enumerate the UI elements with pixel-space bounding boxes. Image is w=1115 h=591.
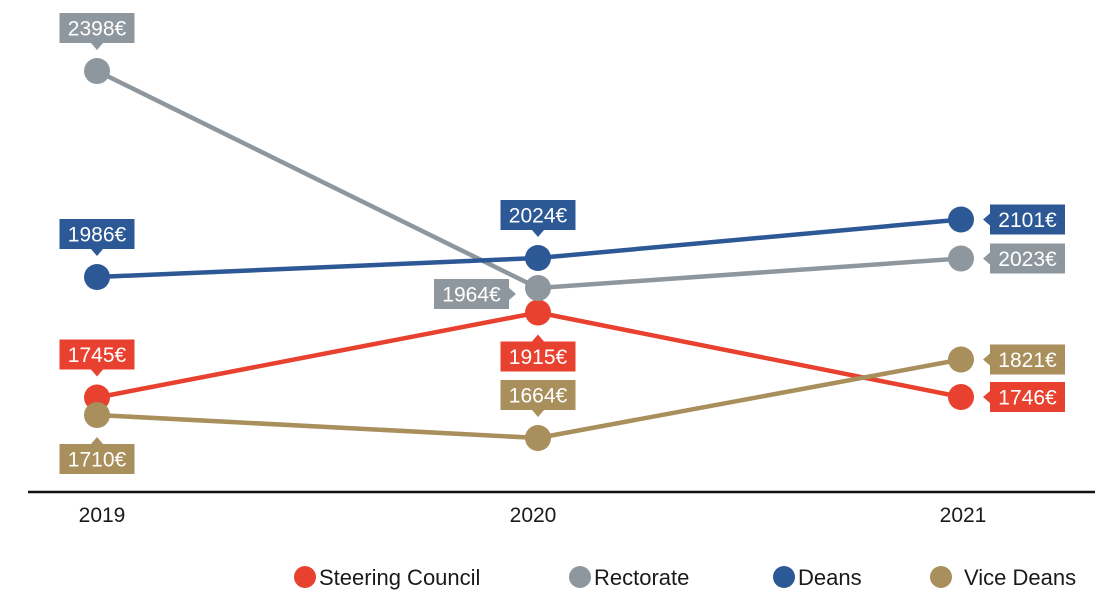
legend-item-deans[interactable]: Deans bbox=[773, 565, 862, 590]
data-label-pointer bbox=[983, 353, 990, 366]
data-point-vice-deans-2020[interactable] bbox=[525, 425, 551, 451]
data-label-box bbox=[434, 279, 509, 309]
data-label-text: 2398€ bbox=[68, 18, 127, 41]
data-label-pointer bbox=[91, 43, 103, 50]
data-label-text: 2023€ bbox=[998, 248, 1057, 271]
data-label-text: 1821€ bbox=[998, 349, 1057, 372]
legend: Steering Council Rectorate Deans Vice Deans bbox=[294, 565, 1076, 590]
data-point-rectorate-2021[interactable] bbox=[948, 245, 974, 272]
data-label-text: 1710€ bbox=[68, 449, 127, 472]
data-point-steering-council-2020[interactable] bbox=[525, 299, 551, 326]
data-label-steering-council-2021: 1746€ bbox=[983, 382, 1065, 412]
legend-marker-deans bbox=[773, 566, 795, 588]
legend-item-steering-council[interactable]: Steering Council bbox=[294, 565, 480, 590]
data-label-box bbox=[59, 13, 135, 43]
legend-label-deans: Deans bbox=[798, 565, 862, 590]
data-point-deans-2021[interactable] bbox=[948, 206, 974, 233]
data-point-deans-2020[interactable] bbox=[525, 245, 551, 271]
data-label-rectorate-2021: 2023€ bbox=[983, 243, 1065, 274]
data-label-box bbox=[990, 243, 1065, 274]
data-label-steering-council-2020: 1915€ bbox=[500, 334, 576, 372]
data-label-vice-deans-2021: 1821€ bbox=[983, 344, 1065, 375]
data-label-pointer bbox=[91, 437, 103, 444]
x-tick-label-2019: 2019 bbox=[79, 504, 126, 527]
x-tick-label-2020: 2020 bbox=[510, 504, 557, 527]
legend-label-vice-deans: Vice Deans bbox=[964, 565, 1076, 590]
data-label-text: 1746€ bbox=[998, 387, 1057, 410]
data-label-pointer bbox=[509, 288, 516, 300]
legend-marker-vice-deans bbox=[930, 566, 952, 588]
data-label-text: 2101€ bbox=[998, 209, 1057, 232]
data-label-text: 1986€ bbox=[68, 224, 127, 247]
data-label-box bbox=[59, 339, 135, 370]
data-label-pointer bbox=[91, 369, 103, 377]
data-label-deans-2019: 1986€ bbox=[59, 219, 135, 256]
data-label-pointer bbox=[983, 213, 990, 226]
x-tick-label-2021: 2021 bbox=[940, 504, 987, 527]
data-label-pointer bbox=[532, 334, 544, 342]
data-label-text: 1915€ bbox=[509, 346, 568, 369]
data-label-box bbox=[990, 382, 1065, 412]
data-point-steering-council-2021[interactable] bbox=[948, 384, 974, 410]
data-point-vice-deans-2019[interactable] bbox=[84, 402, 110, 428]
data-label-pointer bbox=[91, 249, 103, 256]
series-points bbox=[84, 58, 974, 451]
data-label-pointer bbox=[532, 230, 544, 237]
data-point-deans-2019[interactable] bbox=[84, 264, 110, 290]
data-label-box bbox=[990, 344, 1065, 375]
data-labels: 1745€ 1915€ 1746€ 2398€ 1964€ 2023€ 1986€ 2024€… bbox=[59, 13, 1065, 474]
legend-marker-steering-council bbox=[294, 566, 316, 588]
data-label-pointer bbox=[983, 252, 990, 265]
data-label-deans-2020: 2024€ bbox=[500, 200, 576, 237]
data-label-text: 1745€ bbox=[68, 344, 127, 367]
data-label-rectorate-2020: 1964€ bbox=[434, 279, 516, 309]
data-label-vice-deans-2019: 1710€ bbox=[59, 437, 135, 474]
data-label-text: 1964€ bbox=[442, 284, 501, 307]
data-label-pointer bbox=[532, 410, 544, 417]
legend-marker-rectorate bbox=[569, 566, 591, 588]
legend-item-vice-deans[interactable]: Vice Deans bbox=[930, 565, 1076, 590]
data-label-text: 2024€ bbox=[509, 205, 568, 228]
x-axis-ticks: 2019 2020 2021 bbox=[79, 504, 987, 527]
legend-label-steering-council: Steering Council bbox=[319, 565, 480, 590]
data-point-rectorate-2019[interactable] bbox=[84, 58, 110, 84]
data-label-deans-2021: 2101€ bbox=[983, 204, 1065, 235]
legend-item-rectorate[interactable]: Rectorate bbox=[569, 565, 689, 590]
data-label-text: 1664€ bbox=[509, 385, 568, 408]
data-label-pointer bbox=[983, 391, 990, 403]
data-point-rectorate-2020[interactable] bbox=[525, 275, 551, 301]
data-label-box bbox=[500, 380, 576, 410]
data-label-box bbox=[59, 219, 135, 249]
data-label-rectorate-2019: 2398€ bbox=[59, 13, 135, 50]
data-point-vice-deans-2021[interactable] bbox=[948, 346, 974, 373]
data-label-steering-council-2019: 1745€ bbox=[59, 339, 135, 377]
data-label-vice-deans-2020: 1664€ bbox=[500, 380, 576, 417]
data-label-box bbox=[500, 341, 576, 372]
data-label-box bbox=[990, 204, 1065, 235]
data-label-box bbox=[59, 444, 135, 474]
legend-label-rectorate: Rectorate bbox=[594, 565, 689, 590]
data-label-box bbox=[500, 200, 576, 230]
